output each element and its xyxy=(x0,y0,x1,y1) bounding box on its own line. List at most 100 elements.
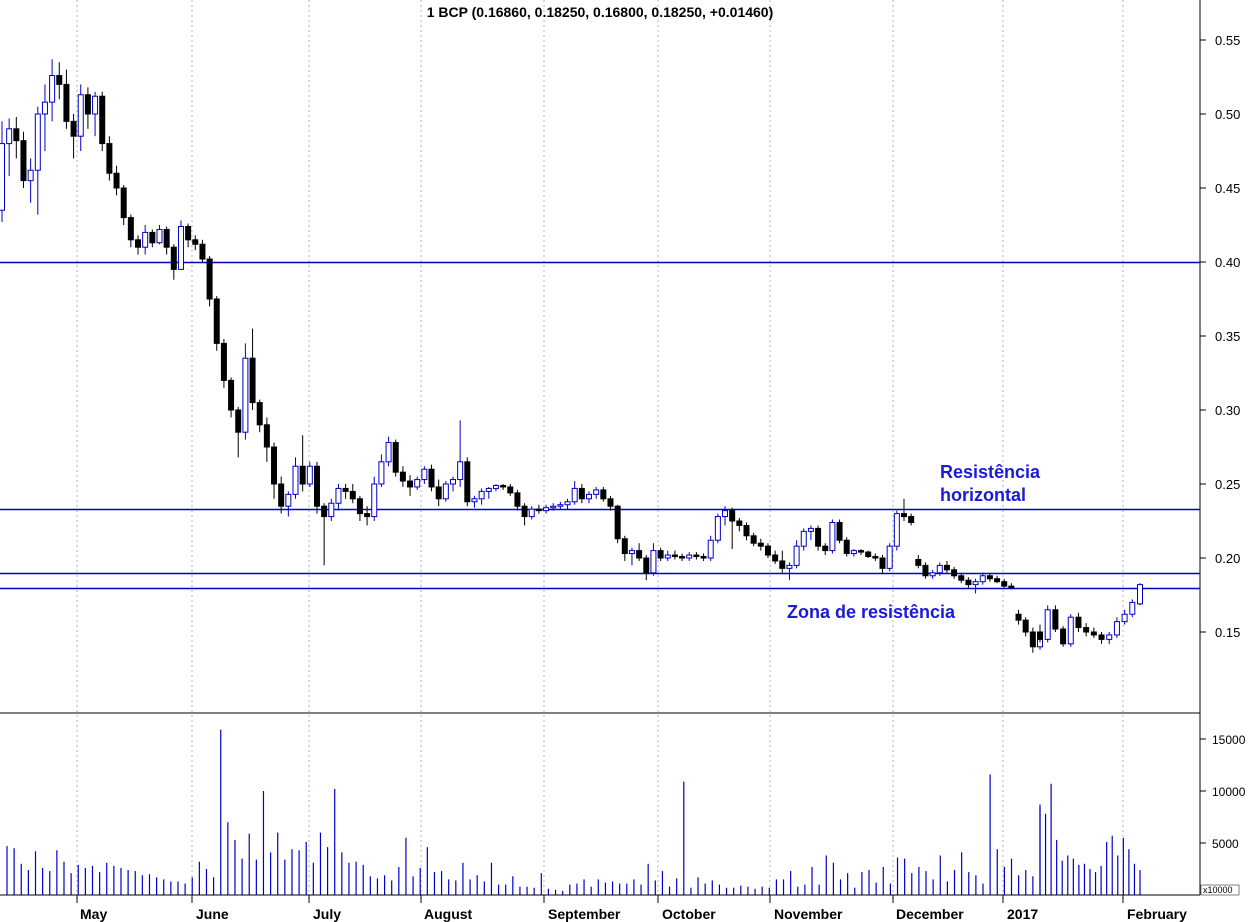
candle-body xyxy=(614,505,621,540)
candle xyxy=(772,550,779,564)
candle-body xyxy=(779,560,786,569)
candle xyxy=(929,569,936,579)
candle-body xyxy=(564,501,571,506)
candle xyxy=(757,538,764,551)
candle-body xyxy=(557,504,564,507)
y-tick-label: 0.25 xyxy=(1215,477,1240,492)
candle-body xyxy=(521,505,528,518)
candle-body xyxy=(371,483,378,518)
candle-body xyxy=(428,468,435,488)
candle-body xyxy=(20,140,27,182)
candle-body xyxy=(120,187,127,219)
candle xyxy=(607,495,614,511)
candle-body xyxy=(858,550,865,553)
candle-body xyxy=(500,484,507,488)
candle-body xyxy=(263,424,270,448)
candle-body xyxy=(471,498,478,503)
candle-body xyxy=(342,487,349,492)
candle xyxy=(1044,605,1051,643)
candle xyxy=(328,498,335,521)
candle-body xyxy=(893,513,900,547)
candle xyxy=(564,498,571,510)
candle xyxy=(793,540,800,569)
candle-body xyxy=(593,489,600,495)
y-tick-label: 0.50 xyxy=(1215,107,1240,122)
candle-body xyxy=(951,569,958,577)
candle xyxy=(34,106,41,215)
candle xyxy=(49,59,56,122)
candle xyxy=(535,504,542,514)
y-tick-label: 0.45 xyxy=(1215,181,1240,196)
month-label: October xyxy=(662,906,716,922)
candle xyxy=(507,484,514,496)
candle xyxy=(170,244,177,280)
candle-body xyxy=(886,545,893,569)
candle-body xyxy=(0,143,5,211)
candle xyxy=(235,407,242,458)
candle-body xyxy=(900,513,907,518)
candle-body xyxy=(578,487,585,500)
candle xyxy=(127,214,134,248)
month-label: May xyxy=(80,906,107,922)
candle xyxy=(843,537,850,557)
candle-body xyxy=(836,521,843,541)
candle xyxy=(729,507,736,550)
candle-body xyxy=(399,471,406,482)
candle xyxy=(113,165,120,196)
candle-body xyxy=(321,505,328,518)
candle xyxy=(858,549,865,556)
candle xyxy=(292,457,299,499)
candle xyxy=(550,503,557,511)
candle-body xyxy=(807,527,814,532)
candle-body xyxy=(643,557,650,574)
candle-body xyxy=(278,483,285,507)
candle-body xyxy=(49,75,56,103)
candle-body xyxy=(192,239,199,245)
candle xyxy=(321,503,328,566)
candle xyxy=(106,136,113,181)
candle-body xyxy=(392,442,399,473)
candle-body xyxy=(793,545,800,566)
candle xyxy=(356,495,363,521)
candle xyxy=(421,466,428,484)
candle-body xyxy=(378,461,385,485)
candle-body xyxy=(328,502,335,518)
candle xyxy=(671,550,678,560)
candle xyxy=(442,481,449,502)
candle xyxy=(199,239,206,262)
candle-body xyxy=(242,357,249,433)
volume-bars xyxy=(6,729,1141,895)
candle xyxy=(378,454,385,487)
candle-body xyxy=(879,557,886,569)
candle-body xyxy=(1106,634,1113,640)
candle xyxy=(643,555,650,581)
candle-body xyxy=(693,554,700,558)
candle xyxy=(1106,632,1113,644)
candle-body xyxy=(1060,628,1067,645)
candle-body xyxy=(800,530,807,547)
candle xyxy=(1137,583,1143,606)
candle-body xyxy=(707,539,714,559)
candle-body xyxy=(56,75,63,85)
candle-body xyxy=(299,465,306,485)
candle xyxy=(1067,614,1074,647)
candle xyxy=(621,535,628,561)
candle xyxy=(1015,609,1022,625)
candle-body xyxy=(163,228,170,248)
candle-body xyxy=(156,228,163,244)
candle-body xyxy=(442,483,449,500)
candle xyxy=(879,555,886,573)
candle-body xyxy=(958,575,965,581)
candle xyxy=(865,550,872,558)
candle xyxy=(392,439,399,477)
candle-body xyxy=(356,498,363,515)
candle xyxy=(399,466,406,487)
candle xyxy=(707,535,714,561)
candle xyxy=(994,575,1001,584)
candle-body xyxy=(507,486,514,494)
price-candles xyxy=(0,59,1143,653)
candle-body xyxy=(850,550,857,555)
candle xyxy=(185,223,192,248)
candle-body xyxy=(972,581,979,586)
candle xyxy=(335,484,342,511)
